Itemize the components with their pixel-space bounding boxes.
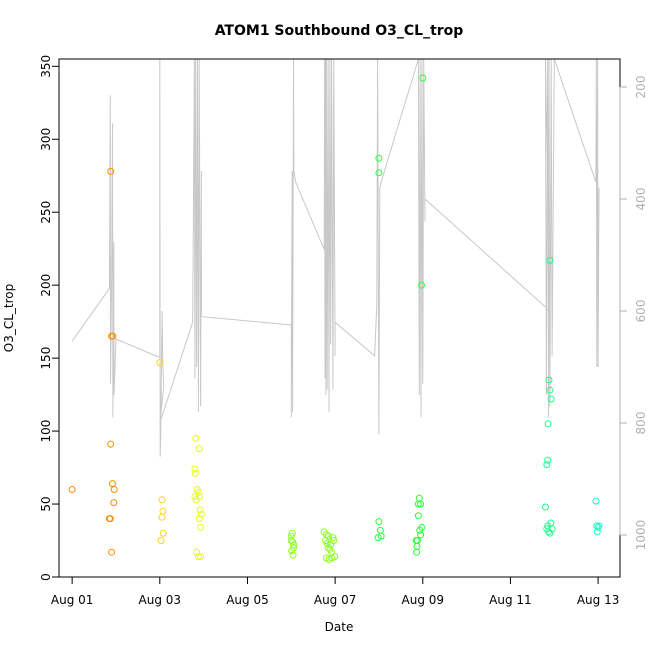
data-point <box>110 499 118 507</box>
data-point <box>329 534 337 542</box>
data-point <box>544 420 552 428</box>
data-point <box>159 507 167 515</box>
data-point <box>109 332 117 340</box>
data-point <box>592 497 600 505</box>
data-point <box>414 500 422 508</box>
grey-profile-line <box>71 58 600 457</box>
data-point <box>289 551 297 559</box>
x-tick-label: Aug 11 <box>489 593 532 607</box>
x-axis-label: Date <box>325 620 354 634</box>
data-point <box>195 445 203 453</box>
y-tick-label: 200 <box>39 274 53 297</box>
y-axis: 0 50 100 150 200 250 300 350 <box>39 55 60 581</box>
data-point <box>191 465 199 473</box>
data-point <box>419 74 427 82</box>
data-point <box>159 529 167 537</box>
data-point <box>594 523 602 531</box>
data-point <box>156 359 164 366</box>
right-axis: 200 400 600 800 1000 <box>619 76 648 551</box>
data-point <box>331 553 339 561</box>
data-point <box>290 541 298 549</box>
data-point <box>195 493 203 501</box>
y-tick-label: 300 <box>39 128 53 151</box>
data-point <box>158 513 166 521</box>
data-point <box>595 522 603 530</box>
data-point <box>194 553 202 561</box>
data-point <box>547 395 555 403</box>
y-tick-label: 0 <box>39 573 53 581</box>
y-tick-label: 250 <box>39 201 53 224</box>
data-point <box>110 486 118 493</box>
data-point <box>197 523 205 531</box>
data-point <box>330 537 338 544</box>
data-point <box>106 515 114 523</box>
data-point <box>376 526 384 534</box>
data-point <box>197 510 205 518</box>
data-point <box>196 506 204 514</box>
data-point <box>68 486 76 493</box>
points-layer <box>68 74 603 563</box>
data-point <box>415 494 423 502</box>
data-point <box>194 488 202 496</box>
x-axis: Aug 01 Aug 03 Aug 05 Aug 07 Aug 09 Aug 11 Aug … <box>51 576 620 607</box>
right-tick-label: 400 <box>634 188 648 211</box>
data-point <box>193 548 201 556</box>
data-point <box>417 500 425 508</box>
right-tick-label: 1000 <box>634 520 648 551</box>
data-point <box>157 537 165 544</box>
data-point <box>323 539 331 547</box>
data-point <box>546 529 554 537</box>
data-point <box>375 169 383 177</box>
right-tick-label: 600 <box>634 300 648 323</box>
data-point <box>418 281 425 289</box>
x-tick-label: Aug 07 <box>314 593 357 607</box>
right-tick-label: 200 <box>634 76 648 99</box>
data-point <box>158 496 166 504</box>
y-tick-label: 150 <box>39 347 53 370</box>
data-point <box>191 469 199 477</box>
x-tick-label: Aug 05 <box>226 593 269 607</box>
data-point <box>593 528 601 536</box>
data-point <box>413 542 421 550</box>
data-point <box>324 544 332 552</box>
data-point <box>546 256 554 264</box>
y-axis-label: O3_CL_trop <box>2 284 16 352</box>
data-point <box>108 548 116 556</box>
data-point <box>377 532 385 540</box>
data-point <box>192 434 200 442</box>
data-point <box>288 529 296 537</box>
data-point <box>544 456 552 464</box>
plot-frame <box>58 58 621 578</box>
data-point <box>195 515 203 523</box>
data-point <box>107 167 115 175</box>
data-point <box>418 523 426 531</box>
chart-title: ATOM1 Southbound O3_CL_trop <box>215 23 464 39</box>
y-tick-label: 50 <box>39 496 53 511</box>
x-tick-label: Aug 01 <box>51 593 94 607</box>
data-point <box>107 440 115 448</box>
x-tick-label: Aug 09 <box>402 593 445 607</box>
y-tick-label: 350 <box>39 55 53 78</box>
data-point <box>417 531 425 539</box>
y-tick-label: 100 <box>39 420 53 443</box>
data-point <box>545 376 553 384</box>
data-point <box>548 525 556 533</box>
data-point <box>375 518 383 526</box>
data-point <box>414 512 422 520</box>
data-point <box>197 553 205 561</box>
x-tick-label: Aug 13 <box>577 593 620 607</box>
data-point <box>375 154 383 162</box>
data-point <box>288 547 296 555</box>
x-tick-label: Aug 03 <box>139 593 182 607</box>
data-point <box>542 503 549 511</box>
data-point <box>413 548 421 556</box>
data-point <box>543 461 551 469</box>
right-tick-label: 800 <box>634 412 648 435</box>
grey-profile-layer <box>71 58 600 457</box>
data-point <box>546 386 554 394</box>
data-point <box>109 480 116 488</box>
